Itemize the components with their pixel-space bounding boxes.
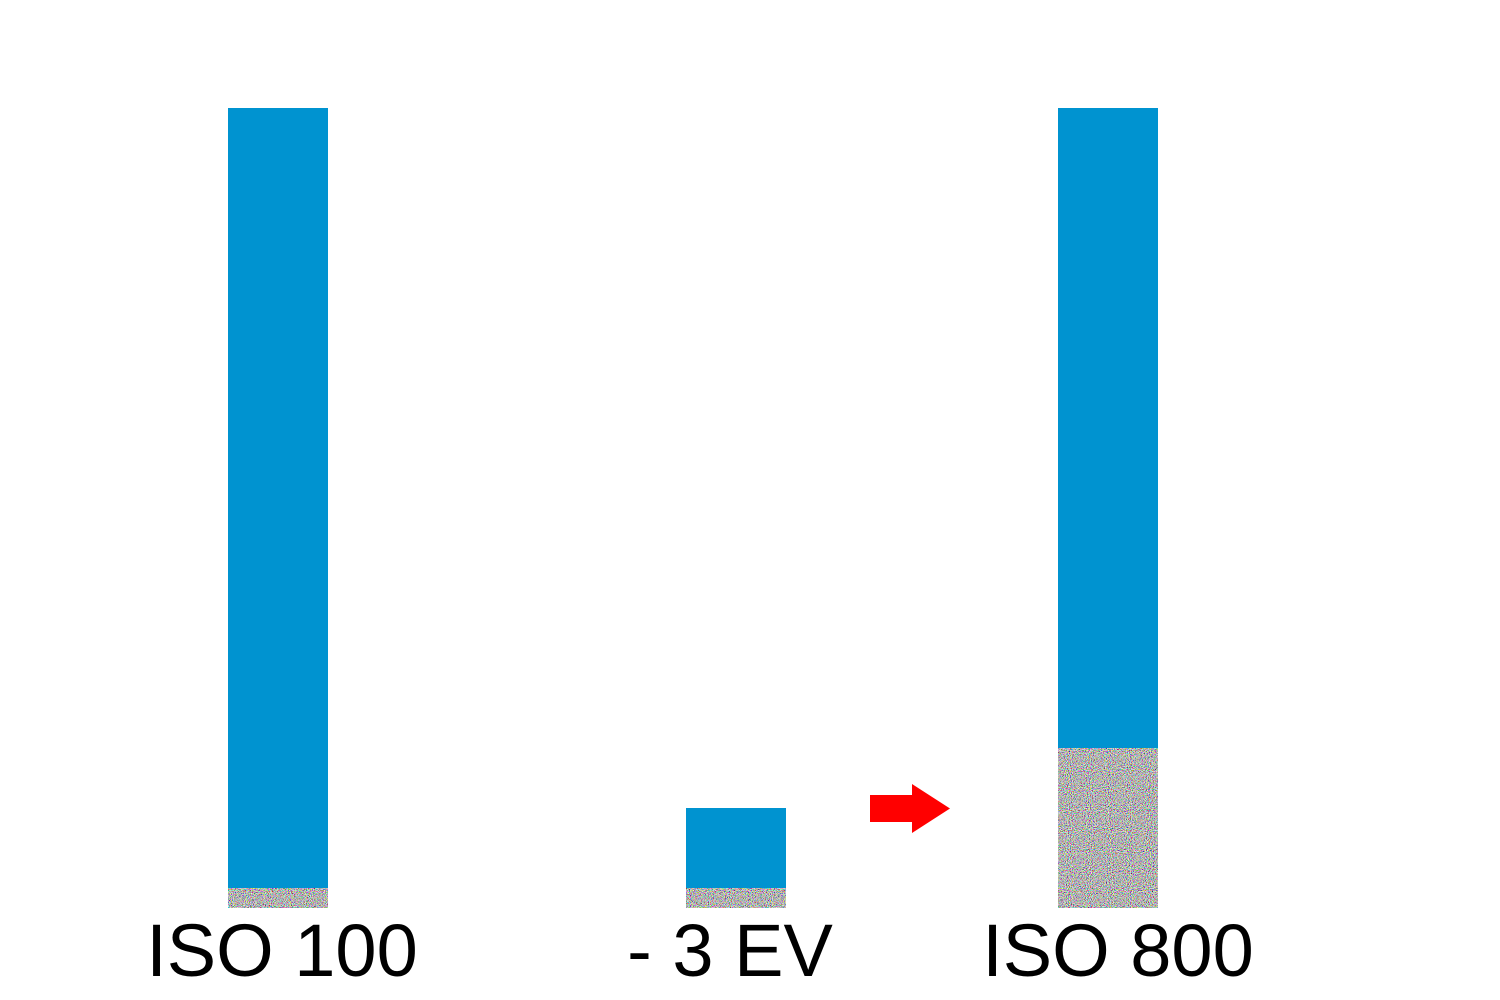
label: - 3 EV — [627, 909, 833, 992]
signal-bar — [228, 108, 328, 888]
noise-bar — [228, 888, 328, 908]
signal-bar — [686, 808, 786, 888]
noise-bar — [1058, 748, 1158, 908]
label: ISO 100 — [146, 909, 418, 992]
arrow — [870, 784, 950, 833]
noise-bar — [686, 888, 786, 908]
signal-bar — [1058, 108, 1158, 748]
label: ISO 800 — [982, 909, 1254, 992]
